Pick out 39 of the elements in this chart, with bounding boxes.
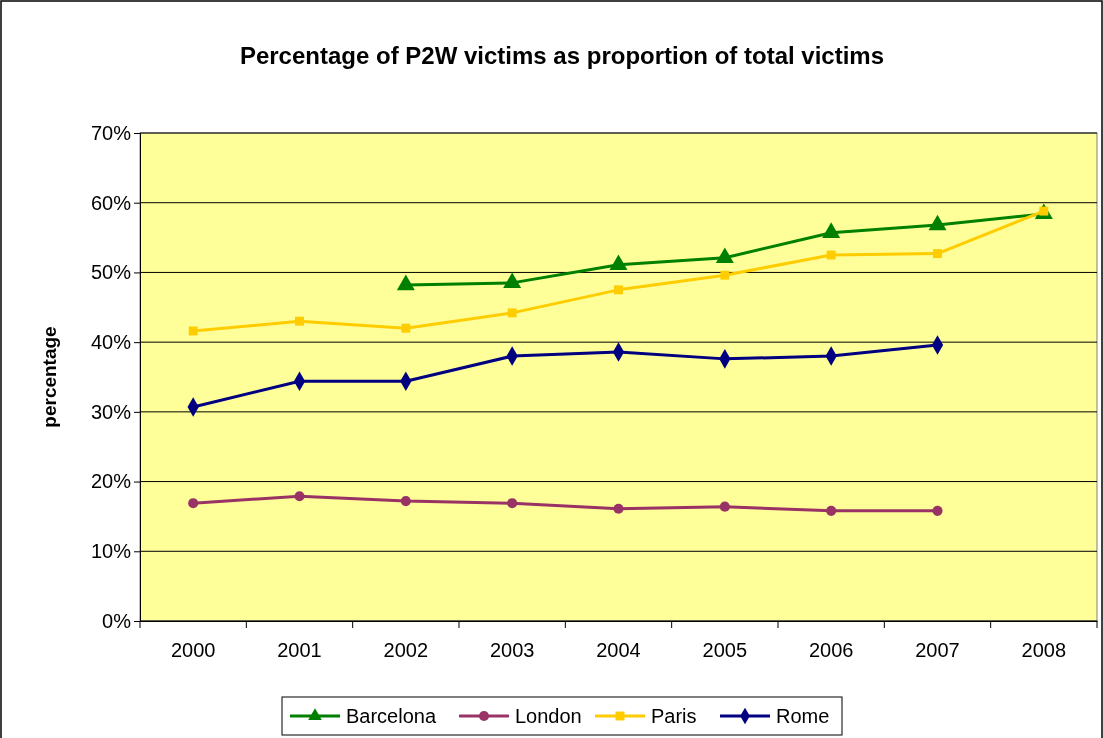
point [507,308,517,318]
point [400,496,411,507]
x-tick-label: 2004 [596,639,641,662]
x-tick-label: 2008 [1021,639,1067,662]
point [933,249,942,259]
y-tick-label: 30% [90,400,132,423]
y-axis-title: percentage [39,326,60,428]
legend-label: Rome [776,705,830,727]
point [507,498,518,509]
point [401,323,411,333]
legend-label: London [515,705,582,727]
y-tick-label: 50% [90,261,132,284]
point [826,250,836,260]
x-tick-label: 2007 [915,639,960,662]
x-tick-label: 2003 [489,639,535,662]
y-tick-label: 60% [90,191,132,214]
point [826,505,837,516]
x-tick-label: 2001 [277,639,322,662]
x-tick-label: 2000 [170,639,216,662]
point [295,316,304,326]
x-tick-label: 2006 [808,639,854,662]
point [188,326,198,336]
chart-title: Percentage of P2W victims as proportion of total victims [239,42,885,69]
y-tick-label: 20% [90,470,132,493]
y-tick-label: 10% [90,540,132,563]
point [614,285,623,295]
point [719,501,730,512]
y-tick-label: 70% [90,121,132,144]
point [188,498,199,509]
y-tick-label: 0% [102,609,132,632]
legend-label: Paris [651,705,697,727]
x-tick-label: 2005 [702,639,748,662]
point [720,270,730,280]
point [613,503,624,514]
legend-label: Barcelona [346,705,437,727]
point [294,491,305,502]
y-tick-label: 40% [90,331,132,354]
x-tick-label: 2002 [383,639,429,662]
point [932,505,943,516]
